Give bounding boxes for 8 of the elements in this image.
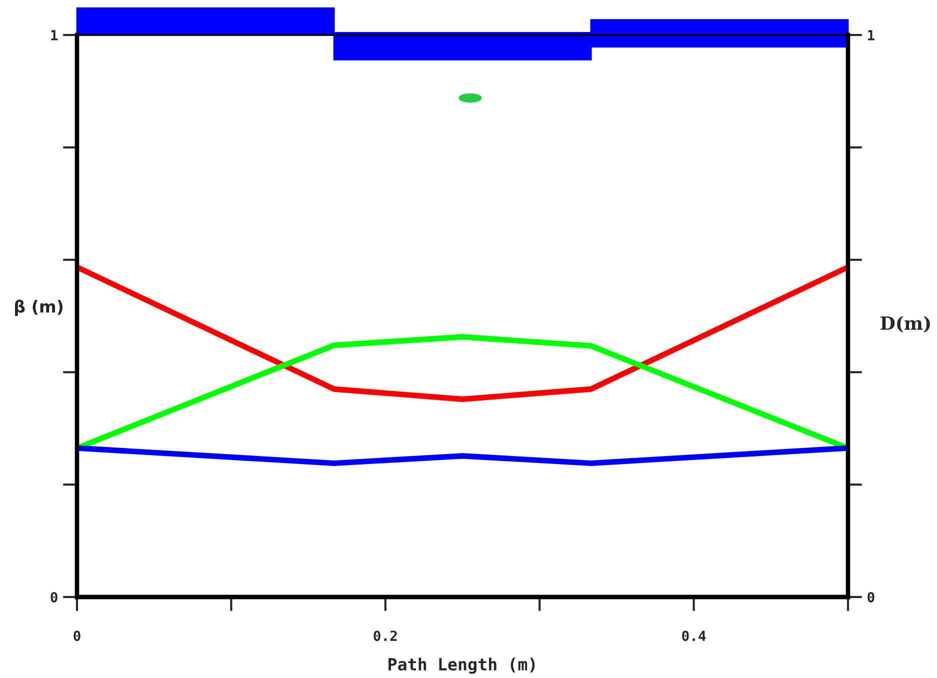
x-tick-label: 0 <box>74 630 80 642</box>
y-axis-title: β (m) <box>15 300 63 316</box>
y2-axis-title: D(m) <box>880 316 930 333</box>
y2-tick-label: 1 <box>868 30 874 40</box>
x-axis-title: Path Length (m) <box>388 658 535 674</box>
y2-tick-label: 0 <box>868 592 874 602</box>
x-tick-label: 0.2 <box>374 630 397 642</box>
x-tick-label: 0.4 <box>682 630 706 642</box>
